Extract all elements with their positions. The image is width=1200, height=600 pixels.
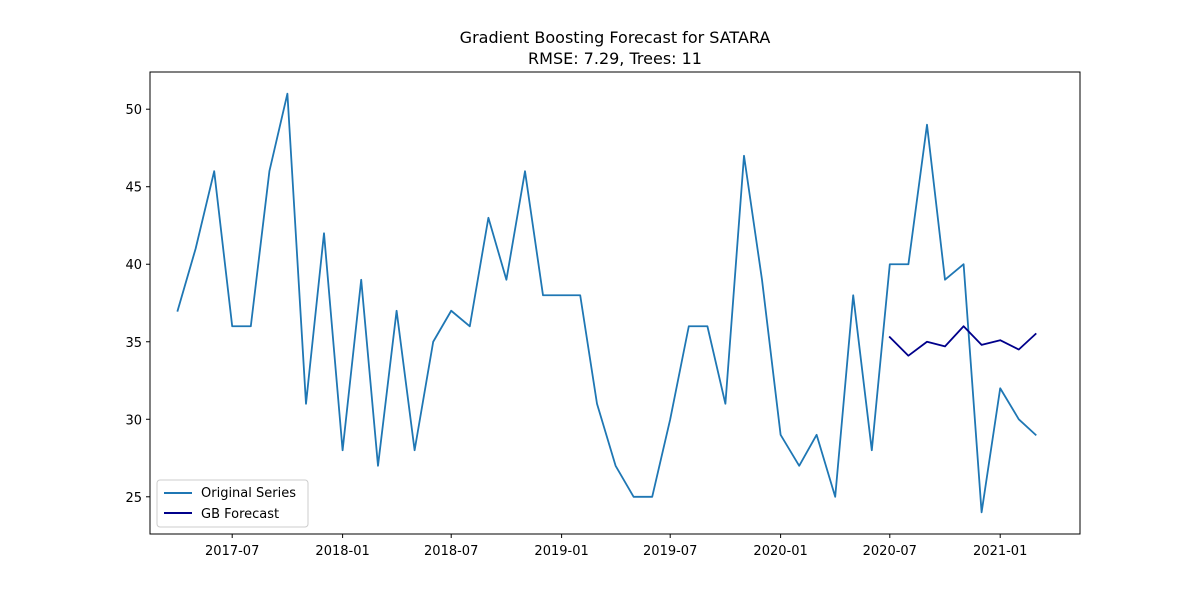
y-tick-label: 35 xyxy=(125,336,142,351)
legend-box xyxy=(156,479,309,528)
legend-label-gb-forecast: GB Forecast xyxy=(201,507,279,522)
legend-label-original-series: Original Series xyxy=(201,486,296,501)
y-axis: 25 30 35 40 45 50 xyxy=(125,103,150,506)
x-tick-label: 2019-07 xyxy=(643,544,697,559)
plot-frame xyxy=(149,71,1081,535)
series-layer xyxy=(176,92,1037,514)
legend: Original Series GB Forecast xyxy=(156,479,309,528)
x-axis: 2017-07 2018-01 2018-07 2019-01 2019-07 2020-… xyxy=(205,534,1027,559)
x-tick-label: 2018-07 xyxy=(424,544,478,559)
x-tick-label: 2021-01 xyxy=(973,544,1027,559)
chart-title: Gradient Boosting Forecast for SATARA xyxy=(460,28,771,47)
x-tick-label: 2020-07 xyxy=(863,544,917,559)
series-line-original-series xyxy=(176,92,1037,514)
chart-subtitle: RMSE: 7.29, Trees: 11 xyxy=(528,49,702,68)
series-line-gb-forecast xyxy=(888,325,1037,357)
x-tick-label: 2017-07 xyxy=(205,544,259,559)
x-tick-label: 2020-01 xyxy=(753,544,807,559)
plot-area xyxy=(149,71,1081,535)
y-tick-label: 40 xyxy=(125,258,142,273)
x-tick-label: 2018-01 xyxy=(315,544,369,559)
y-tick-label: 30 xyxy=(125,413,142,428)
y-tick-label: 45 xyxy=(125,181,142,196)
y-tick-label: 50 xyxy=(125,103,142,118)
x-tick-label: 2019-01 xyxy=(534,544,588,559)
y-tick-label: 25 xyxy=(125,491,142,506)
